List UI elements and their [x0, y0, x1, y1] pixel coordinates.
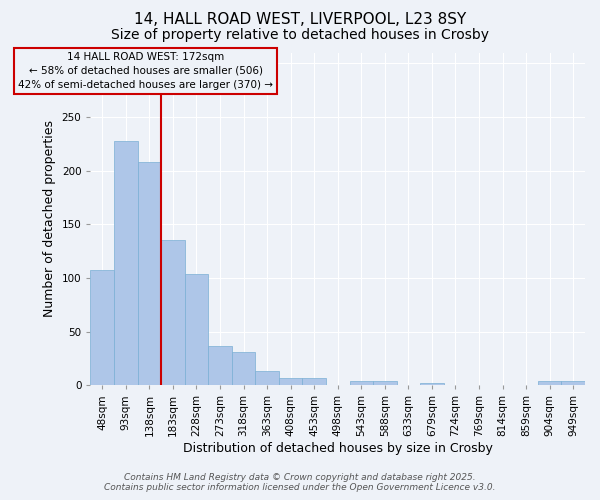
Bar	[538, 381, 562, 386]
Bar	[279, 378, 302, 386]
Text: Size of property relative to detached houses in Crosby: Size of property relative to detached ho…	[111, 28, 489, 42]
Bar	[161, 240, 185, 386]
Y-axis label: Number of detached properties: Number of detached properties	[43, 120, 56, 318]
Bar	[373, 381, 397, 386]
Text: 14, HALL ROAD WEST, LIVERPOOL, L23 8SY: 14, HALL ROAD WEST, LIVERPOOL, L23 8SY	[134, 12, 466, 28]
Text: Contains HM Land Registry data © Crown copyright and database right 2025.
Contai: Contains HM Land Registry data © Crown c…	[104, 473, 496, 492]
Bar	[208, 346, 232, 386]
Bar	[350, 381, 373, 386]
Bar	[232, 352, 256, 386]
Bar	[114, 140, 137, 386]
Text: 14 HALL ROAD WEST: 172sqm
← 58% of detached houses are smaller (506)
42% of semi: 14 HALL ROAD WEST: 172sqm ← 58% of detac…	[19, 52, 274, 90]
Bar	[420, 383, 444, 386]
Bar	[137, 162, 161, 386]
Bar	[302, 378, 326, 386]
Bar	[256, 372, 279, 386]
Bar	[562, 381, 585, 386]
X-axis label: Distribution of detached houses by size in Crosby: Distribution of detached houses by size …	[183, 442, 493, 455]
Bar	[185, 274, 208, 386]
Bar	[91, 270, 114, 386]
